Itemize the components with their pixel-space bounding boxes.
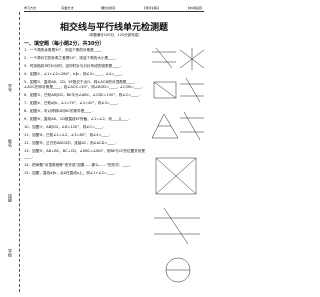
subtitle: （本题满分100分，120分钟完成） [86, 33, 142, 37]
cut-line [19, 12, 20, 292]
figure [152, 48, 176, 69]
question: 13．如图⑩，AB⊥BC，BC⊥CD，∠EBC=∠BCF，则BE与CF的位置关系… [24, 149, 145, 159]
figure [153, 81, 177, 99]
margin-label: 学校 [8, 248, 13, 257]
question: 1．一个角的余角是30°，则这个角的补角是____． [24, 48, 105, 52]
margin-label: 学号 [8, 83, 13, 92]
section-heading: 一、填空题（每小题2分，共30分） [24, 41, 105, 47]
header-item: 积极方法 [61, 6, 74, 10]
question: 7．如图④，已知a∥b，∠1=70°，∠2=40°，则∠3=____． [24, 101, 121, 106]
question: 14．把命题“对顶角相等”改写成“如果……那么……”的形式：____． [24, 162, 134, 167]
header-item: 学习方法 [24, 6, 37, 10]
question: 3．时钟指向3时30分时，这时时针与分针所成的锐角是____． [24, 64, 123, 68]
question: 5．如图②，直线AB、CD、EF相交于点O，则∠AOD的对顶角是____，∠AO… [24, 80, 145, 90]
question: 10．如图⑦，AB∥CD，∠B=120°，则∠C=____． [24, 125, 106, 130]
questions: 1．一个角的余角是30°，则这个角的补角是____． 2．一个角与它的补角之差是2… [24, 48, 146, 179]
figures [151, 48, 205, 283]
header-item: 【中考链接】 [185, 6, 204, 10]
title: 相交线与平行线单元检测题 [59, 23, 168, 33]
question: 9．如图⑥，直线AB、CD被直线EF所截，∠1=∠2，则____∥____． [24, 117, 132, 122]
figure [165, 257, 191, 283]
header: 学习方法 积极方法 【要交目标】 【培养训练】 【中考链接】 [24, 6, 204, 12]
figure [180, 111, 204, 141]
question: 15．如图，直线a∥b，点A在直线a上，则∠1+∠2=____． [24, 170, 118, 175]
figure [155, 157, 197, 195]
figure [179, 48, 205, 70]
question: 11．如图⑧，已知∠1=∠2，∠3=80°，则∠4=____． [24, 133, 113, 138]
margin-label: 姓名 [8, 138, 13, 147]
figure [154, 207, 200, 245]
header-item: 【培养训练】 [142, 6, 161, 10]
page: 学习方法 积极方法 【要交目标】 【培养训练】 【中考链接】 学号 姓名 班级 … [2, 6, 205, 292]
question: 4．如图①，∠1+∠2=284°，b∥c，则∠3=____，∠4=____． [24, 72, 126, 76]
question: 12．如图⑨，正方形ABCD中，连接AC，则∠ACD=____． [24, 141, 119, 146]
margin: 学号 姓名 班级 学校 [2, 60, 18, 280]
figure [180, 77, 204, 103]
question: 2．一个角与它的补角之差是20°，则这个角的大小是____． [24, 56, 119, 60]
question: 8．如图⑤，可以得到DE∥BC的条件是____． [24, 109, 96, 114]
margin-label: 班级 [8, 193, 13, 202]
figure [151, 113, 179, 139]
question: 6．如图③，已知AB∥CD，BE平分∠ABC，∠CDE=150°，则∠C=___… [24, 93, 142, 98]
header-item: 【要交目标】 [98, 6, 117, 10]
